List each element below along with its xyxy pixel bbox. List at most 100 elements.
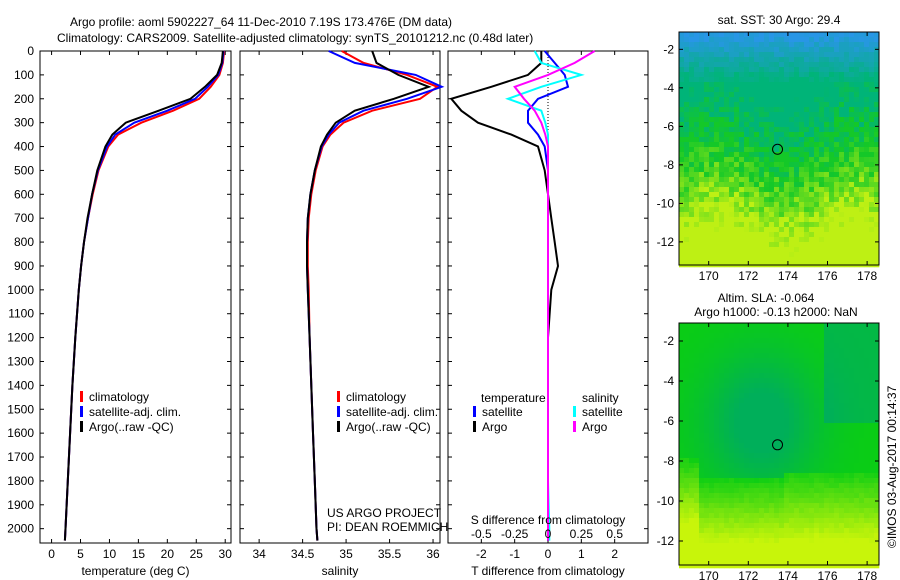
x-tick-label: 35 (339, 547, 353, 561)
plot-frame (239, 50, 441, 544)
x-tick-label: -1 (509, 547, 520, 561)
y-tick-label: 1500 (7, 402, 34, 416)
y-tick-label: 1600 (7, 426, 34, 440)
y-tick-label: 2000 (7, 522, 34, 536)
x-tick-label: 34.5 (291, 547, 315, 561)
legend-swatch (573, 406, 576, 417)
legend-swatch (337, 406, 340, 417)
legend-label: satellite (582, 405, 623, 419)
s-tick-label: -0.25 (501, 527, 529, 541)
legend-swatch (80, 406, 83, 417)
x-tick-label: 35.5 (378, 547, 402, 561)
y-tick-label: 400 (14, 140, 34, 154)
map-cells (679, 323, 880, 569)
x-tick-label: -2 (476, 547, 487, 561)
legend-header-temperature: temperature (481, 391, 546, 405)
legend-label: satellite (482, 405, 523, 419)
y-tick-label: -2 (663, 42, 674, 56)
x-tick-label: 30 (219, 547, 233, 561)
sla-map-title: Altim. SLA: -0.064 (718, 291, 815, 305)
legend-swatch (573, 421, 576, 432)
y-tick-label: 200 (14, 92, 34, 106)
y-tick-label: -12 (657, 235, 675, 249)
x-tick-label: 5 (77, 547, 84, 561)
title-line-1: Argo profile: aoml 5902227_64 11-Dec-201… (70, 15, 452, 29)
legend-swatch (337, 391, 340, 402)
y-tick-label: 600 (14, 187, 34, 201)
x-tick-label: 0 (545, 547, 552, 561)
legend-swatch (337, 421, 340, 432)
sst-map-title: sat. SST: 30 Argo: 29.4 (718, 13, 841, 27)
legend-swatch (80, 391, 83, 402)
y-tick-label: 300 (14, 116, 34, 130)
x-tick-label: 172 (738, 569, 758, 580)
y-tick-label: -8 (663, 158, 674, 172)
difference-panel: -2 -1 0 1 2 T difference from climatology -0.5… (447, 50, 649, 578)
argo-location-marker (772, 439, 784, 451)
plot-frame (39, 50, 232, 544)
x-tick-label: 34 (252, 547, 266, 561)
legend-swatch (473, 421, 476, 432)
s-tick-label: 0.5 (606, 527, 623, 541)
copyright-text: ©IMOS 03-Aug-2017 00:14:37 (885, 385, 899, 548)
x-tick-label: 36 (426, 547, 440, 561)
legend-label: climatology (346, 390, 406, 404)
legend-swatch (80, 421, 83, 432)
legend-label: satellite-adj. clim. (89, 405, 181, 419)
s-tick-label: 0 (545, 527, 552, 541)
x-tick-label: 174 (778, 269, 798, 283)
legend-label: Argo (482, 420, 508, 434)
series-line-argo (513, 50, 596, 541)
salinity-panel: 34 34.5 35 35.5 36 salinity climatologysatelli… (239, 50, 445, 578)
legend-header-salinity: salinity (582, 391, 619, 405)
y-tick-label: 1300 (7, 354, 34, 368)
sst-map: 170 172 174 176 178 -2 -4 -6 -8 -10 -12 sat. SST: 3… (657, 13, 880, 283)
series-line-argo-raw-qc- (306, 50, 432, 541)
x-tick-label: 15 (132, 547, 146, 561)
x-axis-label: T difference from climatology (471, 564, 625, 578)
legend-label: Argo(..raw -QC) (346, 420, 431, 434)
x-tick-label: 1 (578, 547, 585, 561)
y-tick-label: -10 (657, 196, 675, 210)
x-tick-label: 25 (190, 547, 204, 561)
y-tick-label: 1700 (7, 450, 34, 464)
credit-line-2: PI: DEAN ROEMMICH (327, 520, 448, 534)
legend-label: climatology (89, 390, 149, 404)
y-tick-label: 700 (14, 211, 34, 225)
legend-swatch (473, 406, 476, 417)
s-axis-label: S difference from climatology (471, 513, 626, 527)
sla-map: 170 172 174 176 178 -2 -4 -6 -8 -10 -12 Altim. SLA:… (657, 291, 880, 580)
y-tick-label: -2 (663, 334, 674, 348)
y-tick-label: 1200 (7, 331, 34, 345)
y-tick-label: 0 (27, 44, 34, 58)
x-tick-label: 0 (48, 547, 55, 561)
map-frame (678, 322, 880, 566)
y-tick-label: 1800 (7, 474, 34, 488)
x-tick-label: 170 (699, 269, 719, 283)
x-tick-label: 176 (817, 569, 837, 580)
x-tick-label: 2 (611, 547, 618, 561)
y-tick-label: 1000 (7, 283, 34, 297)
y-tick-label: 800 (14, 235, 34, 249)
argo-location-marker (772, 143, 784, 155)
y-tick-label: -10 (657, 494, 675, 508)
y-tick-label: 1900 (7, 498, 34, 512)
title-line-2: Climatology: CARS2009. Satellite-adjuste… (57, 31, 533, 45)
x-tick-label: 174 (778, 569, 798, 580)
x-tick-label: 170 (699, 569, 719, 580)
y-tick-label: -8 (663, 454, 674, 468)
legend-label: satellite-adj. clim. (346, 405, 438, 419)
y-tick-label: -4 (663, 374, 674, 388)
x-tick-label: 172 (738, 269, 758, 283)
x-axis-label: temperature (deg C) (81, 564, 189, 578)
temperature-panel: 0100200300400500600700800900100011001200… (7, 44, 232, 578)
series-line-argo-raw-qc- (63, 50, 224, 541)
y-tick-label: 500 (14, 163, 34, 177)
y-tick-label: -12 (657, 534, 675, 548)
x-tick-label: 20 (161, 547, 175, 561)
map-cells (679, 32, 880, 268)
credit-line-1: US ARGO PROJECT (327, 506, 442, 520)
y-tick-label: 1400 (7, 378, 34, 392)
y-tick-label: 900 (14, 259, 34, 273)
